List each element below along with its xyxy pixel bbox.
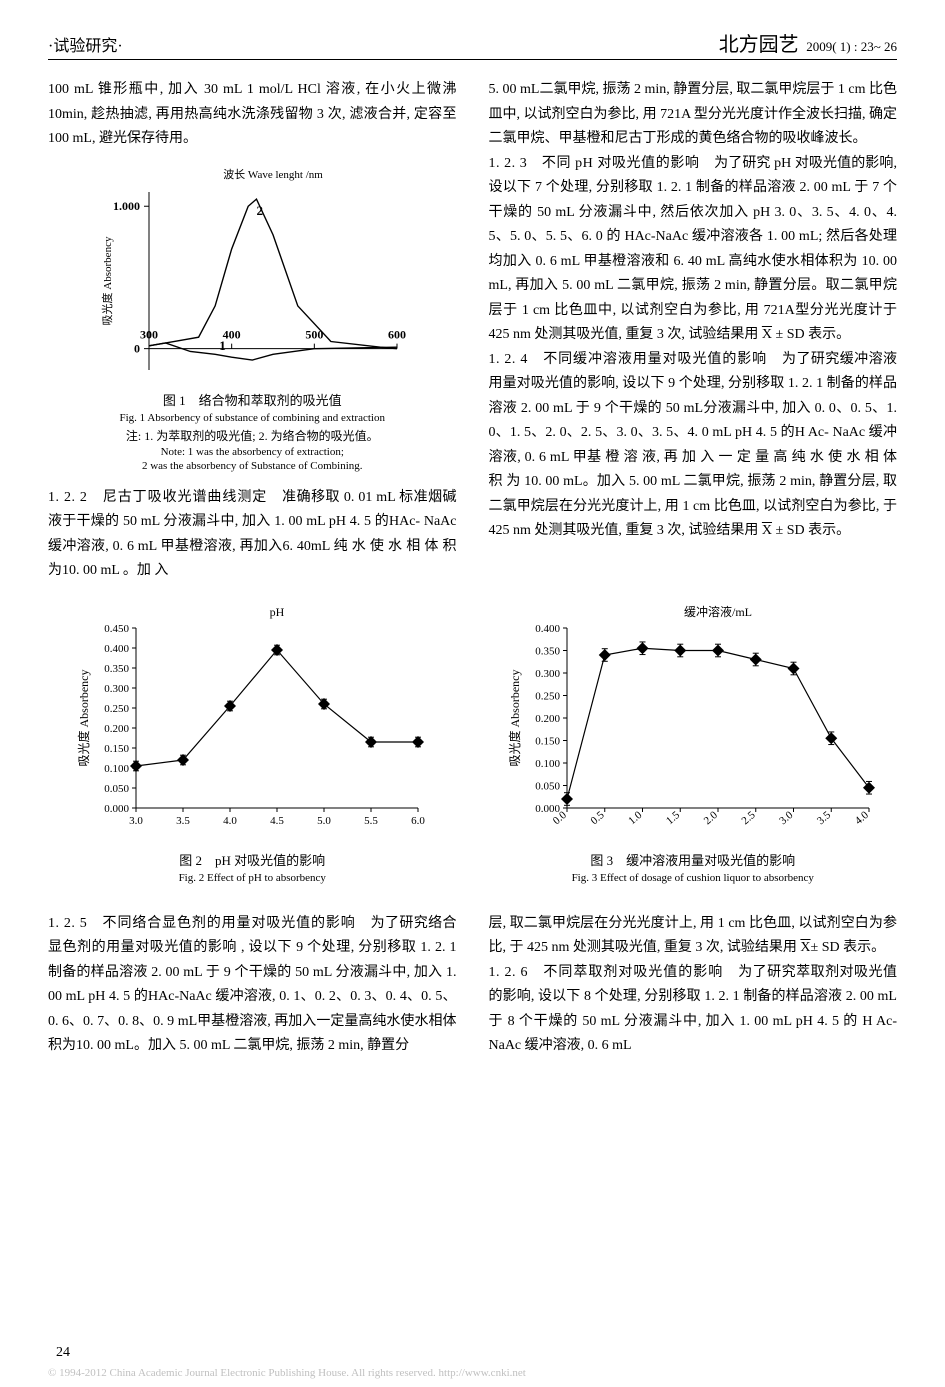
figure-2-block: 0.000 0.050 0.100 0.150 0.200 0.250 0.300 0.350… [48,604,457,884]
svg-text:600: 600 [388,327,406,341]
svg-text:0.400: 0.400 [105,643,130,655]
svg-text:1: 1 [220,338,227,353]
svg-text:吸光度 Absorbency: 吸光度 Absorbency [507,669,522,766]
figure-1-chart: 30040050060001.000波长 Wave lenght /nm吸光度 … [97,164,407,384]
head-1-2-5: 1. 2. 5 不同络合显色剂的用量对吸光值的影响 [48,916,371,931]
para-l1: 100 mL 锥形瓶中, 加入 30 mL 1 mol/L HCl 溶液, 在小… [48,78,457,152]
svg-text:2: 2 [257,203,264,218]
svg-text:300: 300 [140,327,158,341]
body-1-2-3: 为了研究 pH 对吸光值的影响, 设以下 7 个处理, 分别移取 1. 2. 1… [489,156,898,343]
lower-left-column: 1. 2. 5 不同络合显色剂的用量对吸光值的影响 为了研究络合显色剂的用量对吸… [48,912,457,1059]
left-column: 100 mL 锥形瓶中, 加入 30 mL 1 mol/L HCl 溶液, 在小… [48,78,457,584]
figure-1-note-cn: 注: 1. 为萃取剂的吸光值; 2. 为络合物的吸光值。 [48,427,457,444]
svg-text:吸光度 Absorbency: 吸光度 Absorbency [76,669,91,766]
svg-text:0.350: 0.350 [535,645,560,657]
svg-text:0.300: 0.300 [535,668,560,680]
head-1-2-4: 1. 2. 4 不同缓冲溶液用量对吸光值的影响 [489,352,783,367]
svg-text:0.100: 0.100 [535,758,560,770]
svg-text:0.200: 0.200 [105,723,130,735]
figure-3-chart: 0.0000.0500.1000.1500.2000.2500.3000.350… [503,604,883,844]
journal-name: 北方园艺 [719,34,799,56]
svg-text:0.150: 0.150 [105,743,130,755]
para-l2: 1. 2. 2 尼古丁吸收光谱曲线测定 准确移取 0. 01 mL 标准烟碱液于… [48,486,457,584]
head-1-2-6: 1. 2. 6 不同萃取剂对吸光值的影响 [489,965,739,980]
svg-text:缓冲溶液/mL: 缓冲溶液/mL [684,604,752,619]
journal-block: 北方园艺 2009( 1) : 23~ 26 [719,28,897,57]
figure-1-caption-en: Fig. 1 Absorbency of substance of combin… [48,412,457,424]
right-column: 5. 00 mL二氯甲烷, 振荡 2 min, 静置分层, 取二氯甲烷层于 1 … [489,78,898,584]
figure-row: 0.000 0.050 0.100 0.150 0.200 0.250 0.300 0.350… [48,592,897,898]
svg-text:波长 Wave lenght /nm: 波长 Wave lenght /nm [223,168,323,181]
svg-text:0.450: 0.450 [105,623,130,635]
body-1-2-4: 为了研究缓冲溶液用量对吸光值的影响, 设以下 9 个处理, 分别移取 1. 2.… [489,352,898,539]
svg-text:0.000: 0.000 [105,803,130,815]
svg-text:0.250: 0.250 [535,690,560,702]
body-1-2-5: 为了研究络合显色剂的用量对吸光值的影响 , 设以下 9 个处理, 分别移取 1.… [48,916,457,1054]
figure-3-caption-cn: 图 3 缓冲溶液用量对吸光值的影响 [489,850,898,869]
svg-text:吸光度 Absorbency: 吸光度 Absorbency [100,236,114,325]
svg-text:0.400: 0.400 [535,623,560,635]
para-r1: 5. 00 mL二氯甲烷, 振荡 2 min, 静置分层, 取二氯甲烷层于 1 … [489,78,898,152]
para-ll1: 1. 2. 5 不同络合显色剂的用量对吸光值的影响 为了研究络合显色剂的用量对吸… [48,912,457,1059]
svg-text:3.0: 3.0 [129,815,143,827]
svg-text:pH: pH [270,605,285,619]
figure-1-caption-cn: 图 1 络合物和萃取剂的吸光值 [48,390,457,409]
lower-columns: 1. 2. 5 不同络合显色剂的用量对吸光值的影响 为了研究络合显色剂的用量对吸… [48,912,897,1059]
svg-text:0.300: 0.300 [105,683,130,695]
head-1-2-2: 1. 2. 2 尼古丁吸收光谱曲线测定 [48,490,282,505]
lower-right-column: 层, 取二氯甲烷层在分光光度计上, 用 1 cm 比色皿, 以试剂空白为参比, … [489,912,898,1059]
figure-2-chart: 0.000 0.050 0.100 0.150 0.200 0.250 0.300 0.350… [72,604,432,844]
journal-issue: 2009( 1) : 23~ 26 [806,39,897,54]
figure-1-note-en2: 2 was the absorbency of Substance of Com… [48,460,457,472]
para-r3: 1. 2. 4 不同缓冲溶液用量对吸光值的影响 为了研究缓冲溶液用量对吸光值的影… [489,348,898,544]
para-r2: 1. 2. 3 不同 pH 对吸光值的影响 为了研究 pH 对吸光值的影响, 设… [489,152,898,348]
svg-text:5.5: 5.5 [364,815,378,827]
svg-text:0.200: 0.200 [535,713,560,725]
svg-text:0.350: 0.350 [105,663,130,675]
svg-text:0.100: 0.100 [105,763,130,775]
para-lr1: 层, 取二氯甲烷层在分光光度计上, 用 1 cm 比色皿, 以试剂空白为参比, … [489,912,898,961]
main-columns: 100 mL 锥形瓶中, 加入 30 mL 1 mol/L HCl 溶液, 在小… [48,78,897,584]
figure-1-note-en1: Note: 1 was the absorbency of extraction… [48,446,457,458]
svg-text:4.5: 4.5 [270,815,284,827]
svg-text:6.0: 6.0 [411,815,425,827]
svg-text:0.050: 0.050 [535,780,560,792]
head-1-2-3: 1. 2. 3 不同 pH 对吸光值的影响 [489,156,715,171]
svg-text:0.250: 0.250 [105,703,130,715]
svg-text:3.5: 3.5 [176,815,190,827]
svg-text:1.000: 1.000 [113,199,140,213]
figure-2-caption-cn: 图 2 pH 对吸光值的影响 [48,850,457,869]
svg-text:0: 0 [134,341,140,355]
svg-text:4.0: 4.0 [223,815,237,827]
para-lr2: 1. 2. 6 不同萃取剂对吸光值的影响 为了研究萃取剂对吸光值的影响, 设以下… [489,961,898,1059]
svg-text:5.0: 5.0 [317,815,331,827]
svg-text:0.050: 0.050 [105,783,130,795]
svg-text:0.150: 0.150 [535,735,560,747]
figure-3-block: 0.0000.0500.1000.1500.2000.2500.3000.350… [489,604,898,884]
footer-text: © 1994-2012 China Academic Journal Elect… [48,1367,526,1379]
figure-1-block: 30040050060001.000波长 Wave lenght /nm吸光度 … [48,164,457,472]
page-header: ·试验研究· 北方园艺 2009( 1) : 23~ 26 [48,28,897,60]
figure-3-caption-en: Fig. 3 Effect of dosage of cushion liquo… [489,872,898,884]
page-number: 24 [56,1345,70,1361]
figure-2-caption-en: Fig. 2 Effect of pH to absorbency [48,872,457,884]
section-label: ·试验研究· [48,32,123,56]
